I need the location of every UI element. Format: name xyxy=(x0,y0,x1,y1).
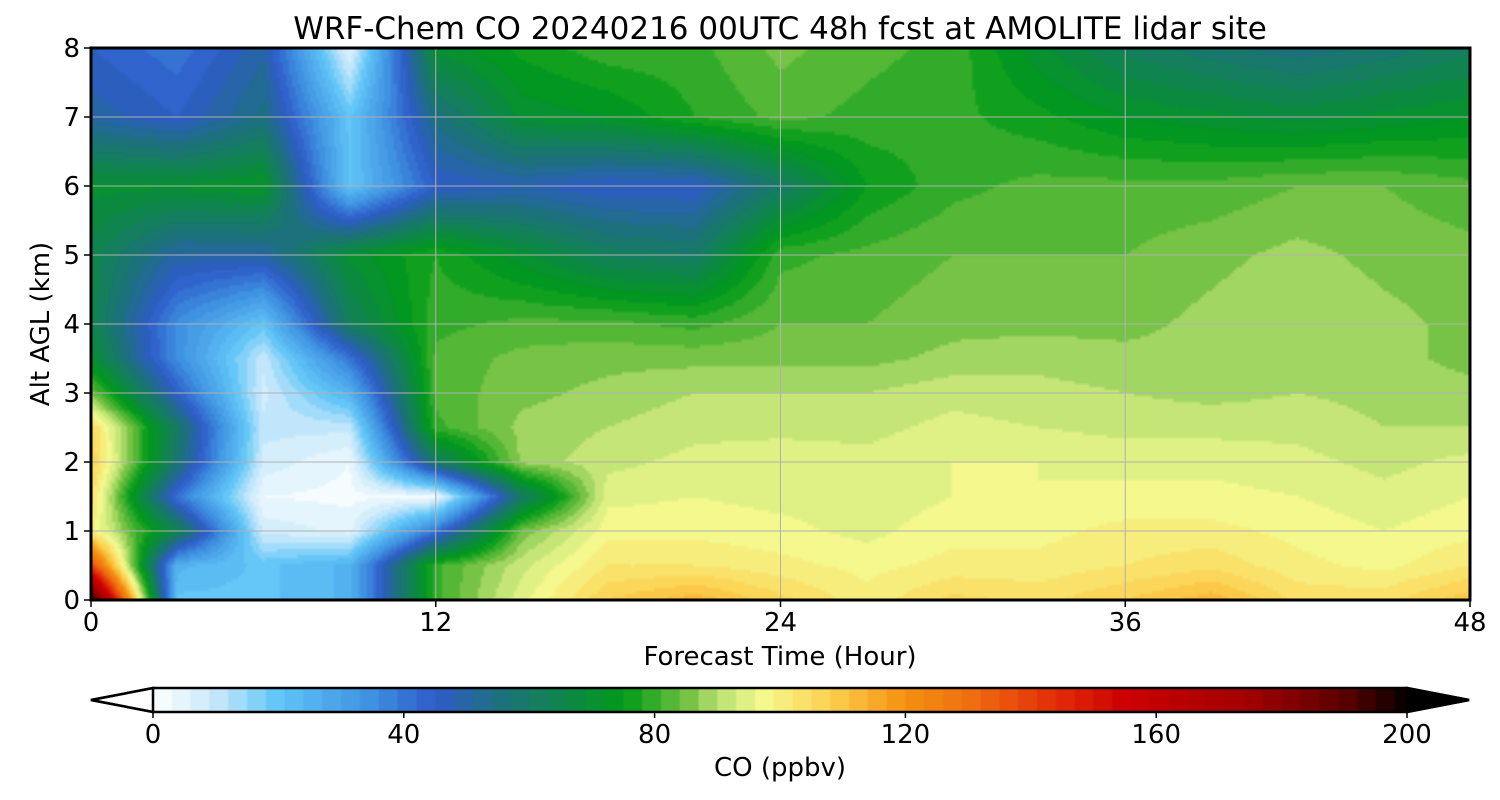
y-tick-label: 0 xyxy=(63,586,80,616)
colorbar-tick-label: 40 xyxy=(387,720,420,750)
y-tick-label: 1 xyxy=(63,517,80,547)
y-tick-label: 4 xyxy=(63,310,80,340)
x-tick-label: 36 xyxy=(1109,608,1142,638)
colorbar-over-triangle xyxy=(1405,686,1470,714)
colorbar-tick-label: 80 xyxy=(638,720,671,750)
x-tick-label: 48 xyxy=(1453,608,1486,638)
colorbar-under-triangle xyxy=(90,686,155,714)
y-axis: 0 1 2 3 4 5 6 7 8 xyxy=(63,34,91,616)
y-tick-label: 6 xyxy=(63,172,80,202)
x-axis-label: Forecast Time (Hour) xyxy=(643,642,916,672)
colorbar-tick-label: 0 xyxy=(145,720,162,750)
colorbar-label: CO (ppbv) xyxy=(714,753,846,783)
chart-title: WRF-Chem CO 20240216 00UTC 48h fcst at A… xyxy=(293,11,1267,47)
colorbar-gradient xyxy=(153,688,1407,712)
y-axis-label: Alt AGL (km) xyxy=(26,242,56,406)
x-tick-label: 24 xyxy=(764,608,797,638)
colorbar: 0 40 80 120 160 200 xyxy=(90,686,1470,750)
x-axis: 0 12 24 36 48 xyxy=(83,600,1487,638)
y-tick-label: 8 xyxy=(63,34,80,64)
colorbar-ticks: 0 40 80 120 160 200 xyxy=(145,712,1432,750)
y-tick-label: 5 xyxy=(63,241,80,271)
x-tick-label: 0 xyxy=(83,608,100,638)
y-tick-label: 7 xyxy=(63,103,80,133)
colorbar-tick-label: 160 xyxy=(1131,720,1181,750)
y-tick-label: 3 xyxy=(63,379,80,409)
colorbar-tick-label: 200 xyxy=(1382,720,1432,750)
colorbar-tick-label: 120 xyxy=(881,720,931,750)
y-tick-label: 2 xyxy=(63,448,80,478)
x-tick-label: 12 xyxy=(419,608,452,638)
